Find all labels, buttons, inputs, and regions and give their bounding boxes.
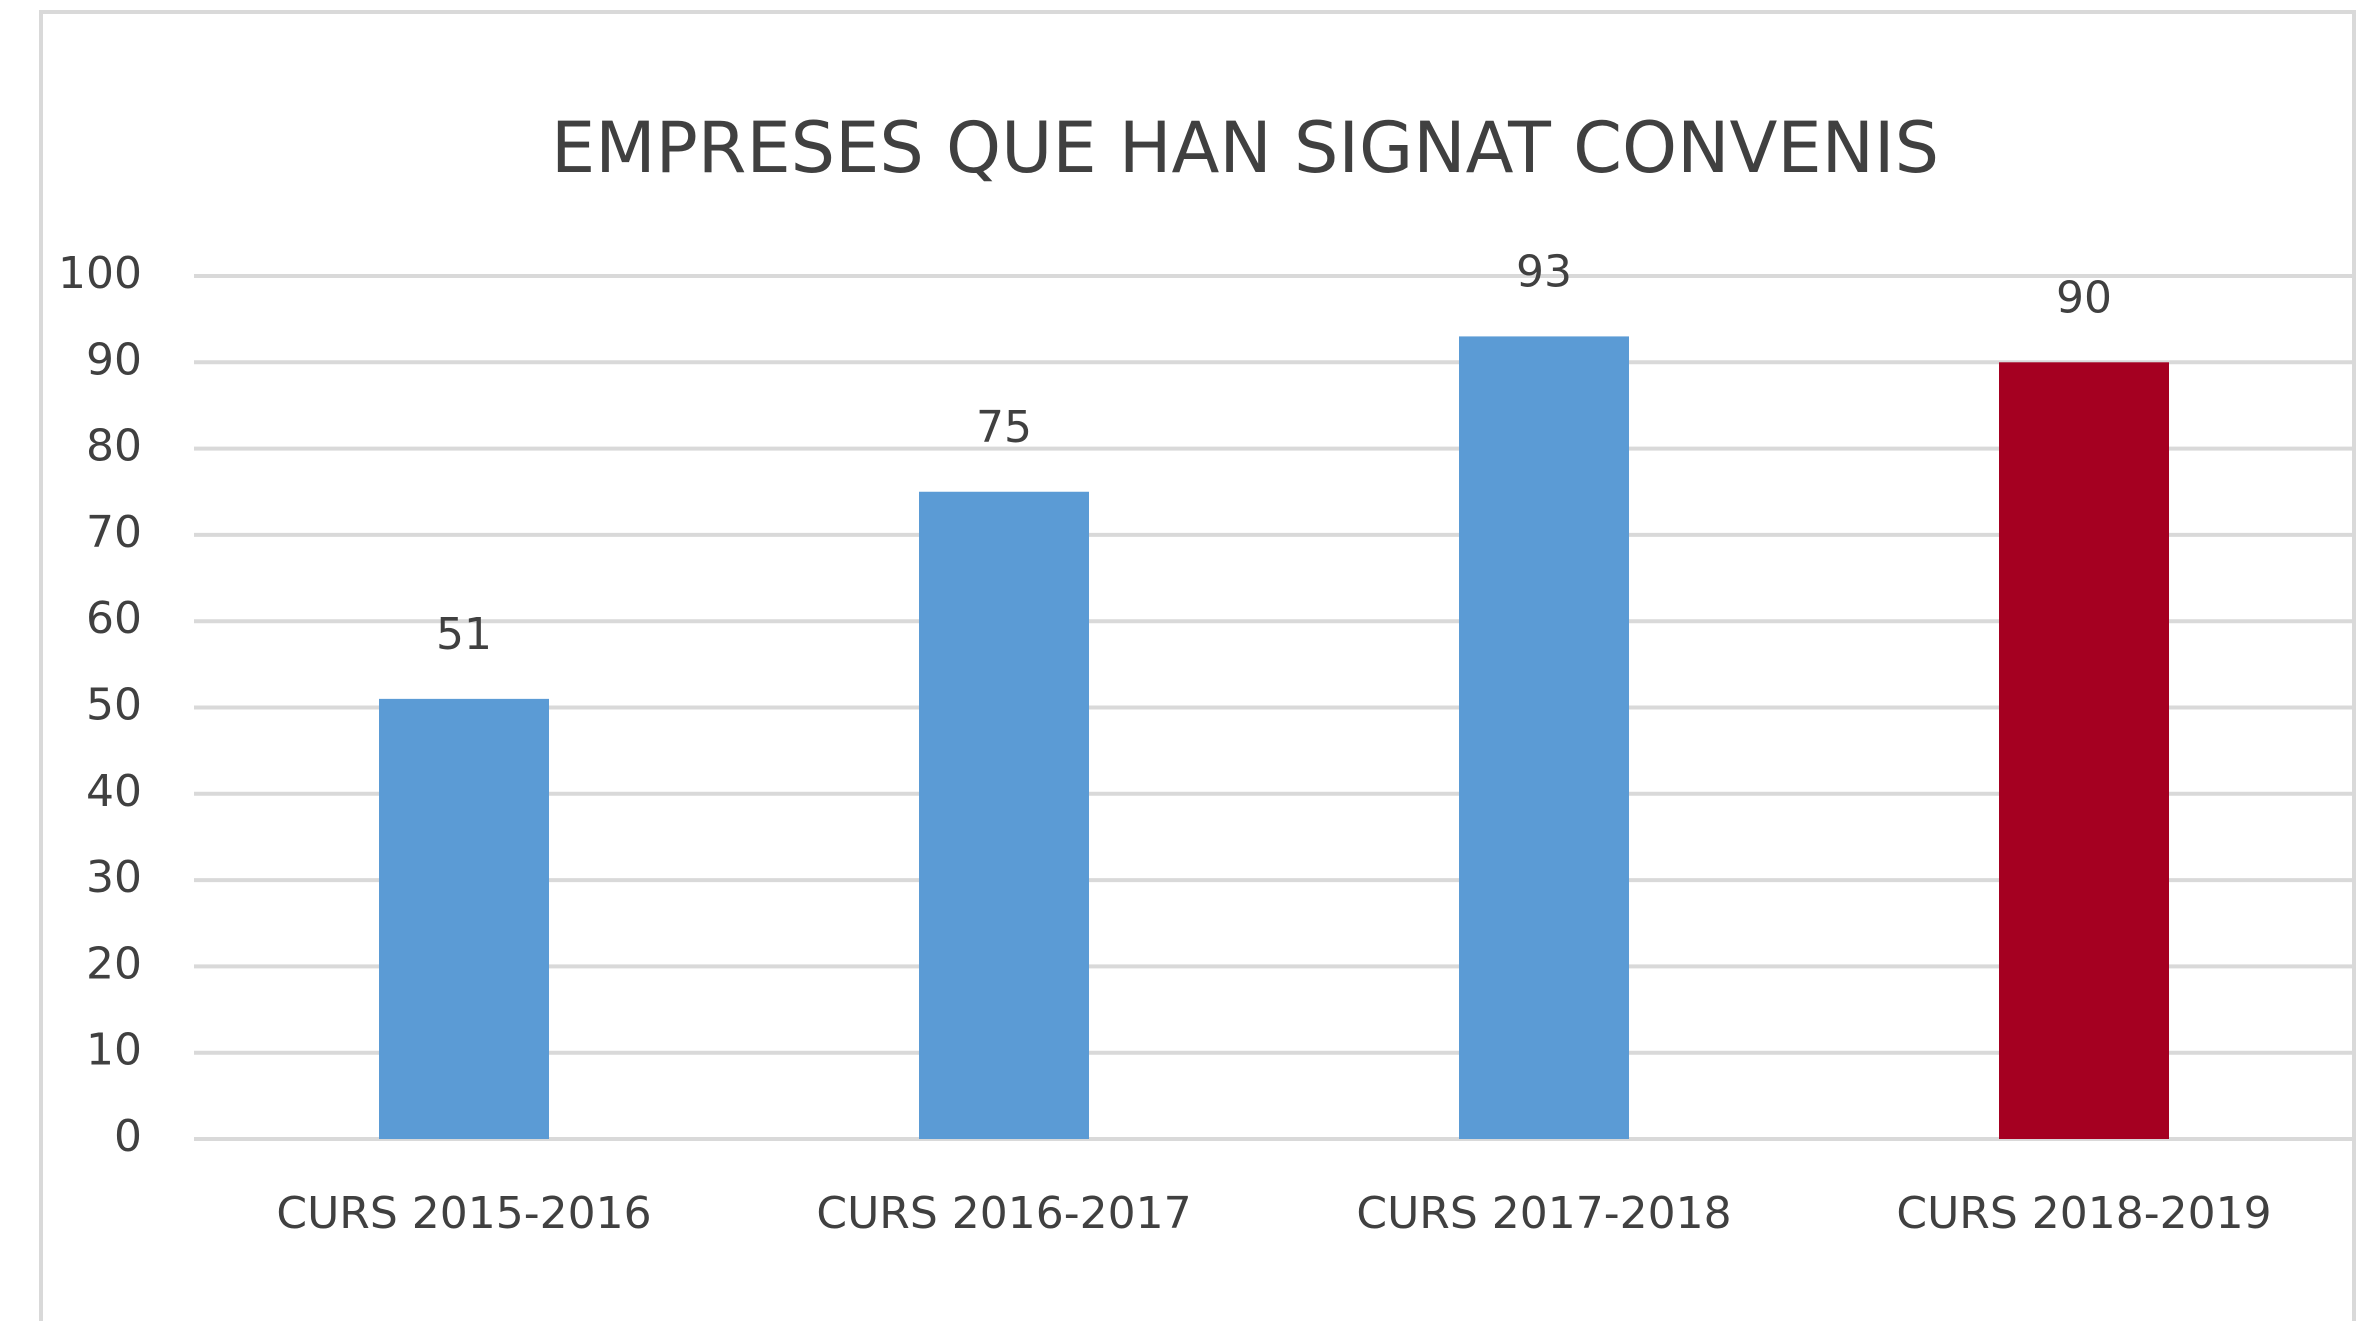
y-tick-label: 90 bbox=[86, 334, 142, 385]
data-label: 90 bbox=[2056, 272, 2112, 323]
y-tick-label: 100 bbox=[58, 248, 142, 299]
data-label: 51 bbox=[436, 609, 492, 660]
y-tick-label: 80 bbox=[86, 421, 142, 472]
bar bbox=[1999, 362, 2169, 1139]
y-tick-label: 60 bbox=[86, 593, 142, 644]
y-tick-label: 20 bbox=[86, 938, 142, 989]
x-tick-label: CURS 2015-2016 bbox=[276, 1188, 651, 1239]
bar bbox=[919, 491, 1089, 1139]
bar bbox=[1459, 336, 1629, 1139]
chart-title: EMPRESES QUE HAN SIGNAT CONVENIS bbox=[551, 107, 1939, 189]
x-tick-label: CURS 2017-2018 bbox=[1356, 1188, 1731, 1239]
x-tick-label: CURS 2016-2017 bbox=[816, 1188, 1191, 1239]
bar bbox=[379, 698, 549, 1139]
data-label: 75 bbox=[976, 402, 1032, 453]
y-tick-label: 0 bbox=[114, 1111, 142, 1162]
y-tick-label: 50 bbox=[86, 680, 142, 731]
y-tick-label: 40 bbox=[86, 766, 142, 817]
x-tick-label: CURS 2018-2019 bbox=[1896, 1188, 2271, 1239]
y-tick-label: 70 bbox=[86, 507, 142, 558]
y-tick-label: 30 bbox=[86, 852, 142, 903]
y-tick-label: 10 bbox=[86, 1025, 142, 1076]
chart-border bbox=[39, 10, 2356, 1321]
data-label: 93 bbox=[1516, 246, 1572, 297]
